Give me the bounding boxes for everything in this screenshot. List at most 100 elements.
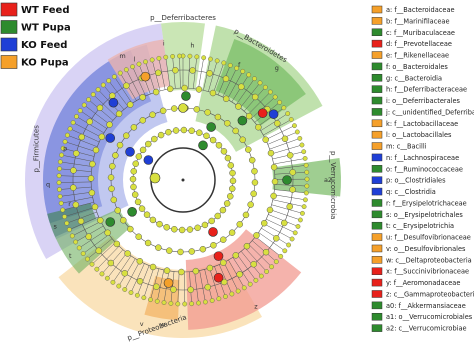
taxon-swatch <box>371 324 383 332</box>
highlighted-node <box>163 278 174 288</box>
node <box>171 225 178 233</box>
node <box>220 259 227 266</box>
leaf-node <box>170 54 176 59</box>
node <box>270 192 277 200</box>
branch <box>271 204 303 214</box>
taxon-swatch <box>371 233 383 241</box>
node <box>163 267 171 274</box>
branch <box>227 71 243 100</box>
highlighted-node <box>181 91 191 101</box>
leaf-node <box>62 139 68 145</box>
branch <box>112 255 132 283</box>
node <box>139 146 147 154</box>
tree <box>56 53 310 307</box>
leaf-node <box>257 80 263 86</box>
leaf-node <box>202 299 208 305</box>
highlighted-node <box>178 103 188 113</box>
taxon-label: y: f__Aeromonadaceae <box>386 279 460 287</box>
taxon-swatch <box>371 17 383 25</box>
leaf-node <box>286 242 292 248</box>
branch <box>124 261 141 290</box>
taxon-label: o: f__Ruminococcaceae <box>386 165 463 173</box>
node <box>109 163 116 170</box>
node <box>267 149 275 157</box>
node <box>98 133 106 141</box>
branch <box>137 265 150 296</box>
leaf-node <box>285 111 291 116</box>
node <box>120 217 127 224</box>
node <box>163 224 170 231</box>
branch <box>266 218 296 234</box>
node <box>194 224 201 232</box>
leaf-node <box>303 190 309 196</box>
node <box>138 205 146 212</box>
phylum-label: p__Deferribacteres <box>150 14 216 22</box>
branch <box>270 209 301 221</box>
leaf-node <box>99 271 105 277</box>
branch <box>145 61 156 93</box>
node <box>166 85 174 93</box>
node <box>135 153 143 160</box>
taxon-label: g: c__Bacteroidia <box>386 74 442 82</box>
node <box>88 189 96 197</box>
highlighted-node <box>282 175 292 185</box>
leaf-node <box>264 269 270 274</box>
leaf-node <box>297 136 303 141</box>
branch <box>69 216 99 230</box>
leaf-node <box>299 142 305 148</box>
phylum-label: p__Verrucomicrobia <box>329 151 337 220</box>
branch <box>130 263 145 293</box>
node <box>206 264 214 272</box>
branch <box>79 230 107 249</box>
taxon-swatch <box>371 119 383 128</box>
leaf-node <box>277 99 283 105</box>
leaf-node <box>148 297 153 303</box>
node <box>206 70 213 77</box>
node <box>220 236 227 243</box>
clade-letter: l <box>133 55 135 63</box>
leaf-node <box>240 68 246 74</box>
taxon-swatch <box>371 244 383 253</box>
node <box>210 242 217 249</box>
node <box>209 89 217 97</box>
branch <box>232 257 251 285</box>
node <box>223 200 231 207</box>
node <box>251 179 259 186</box>
node <box>289 186 296 193</box>
leaf-node <box>58 200 64 206</box>
leaf-node <box>156 55 162 61</box>
node <box>149 263 157 271</box>
node <box>192 267 200 275</box>
leaf-node <box>241 285 247 291</box>
node <box>208 217 215 225</box>
node <box>116 141 124 149</box>
taxon-label: a0: f__Akkermansiaceae <box>386 302 466 310</box>
node <box>123 132 130 139</box>
legend-swatch <box>0 55 18 69</box>
legend-label: KO Pupa <box>21 58 69 69</box>
node <box>232 252 240 259</box>
leaf-node <box>60 207 66 213</box>
taxon-label: u: f__Desulfovibrionaceae <box>386 234 471 242</box>
leaf-node <box>194 54 200 60</box>
branch <box>187 56 191 89</box>
highlighted-node <box>208 227 218 237</box>
node <box>72 201 80 208</box>
leaf-node <box>59 152 64 158</box>
taxon-label: m: c__Bacilli <box>386 143 427 151</box>
node <box>236 221 243 228</box>
node <box>149 216 157 224</box>
taxon-label: l: o__Lactobacillales <box>386 131 452 139</box>
branch <box>236 254 257 281</box>
node <box>85 233 92 240</box>
taxon-swatch <box>371 267 383 275</box>
node <box>188 248 196 255</box>
node <box>87 175 95 182</box>
branch <box>126 69 142 99</box>
branch <box>61 196 93 204</box>
taxon-swatch <box>371 51 383 59</box>
taxon-label: k: f__Lactobacillaceae <box>386 120 458 128</box>
node <box>247 201 254 208</box>
clade-letter: g <box>275 64 279 72</box>
node <box>250 190 257 197</box>
